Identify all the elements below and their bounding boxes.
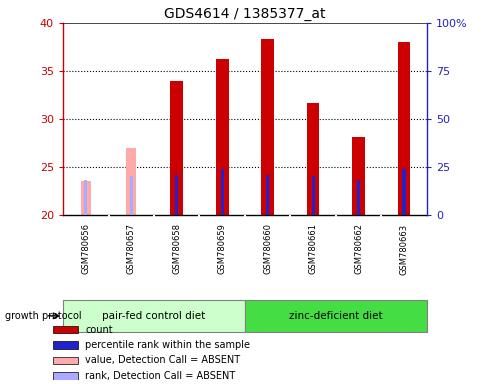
Text: GSM780663: GSM780663 (399, 223, 408, 275)
Bar (351, 137, 364, 215)
Bar (53, 372, 78, 379)
Text: growth protocol: growth protocol (5, 311, 81, 321)
Bar (261, 40, 273, 215)
Text: zinc-deficient diet: zinc-deficient diet (288, 311, 382, 321)
Bar (126, 148, 136, 215)
Bar (356, 180, 360, 215)
Bar (215, 59, 228, 215)
Text: GSM780660: GSM780660 (263, 223, 272, 275)
Text: GSM780659: GSM780659 (217, 223, 226, 274)
Bar (53, 326, 78, 333)
Bar (53, 341, 78, 349)
Bar (397, 42, 409, 215)
Title: GDS4614 / 1385377_at: GDS4614 / 1385377_at (164, 7, 325, 21)
Bar (81, 181, 91, 215)
Bar (53, 357, 78, 364)
Bar (84, 180, 87, 215)
Text: GSM780656: GSM780656 (81, 223, 90, 275)
Bar (220, 169, 223, 215)
Bar (306, 103, 319, 215)
Text: GSM780662: GSM780662 (353, 223, 363, 275)
Bar (175, 175, 178, 215)
Text: GSM780661: GSM780661 (308, 223, 317, 275)
Bar (311, 175, 314, 215)
Text: percentile rank within the sample: percentile rank within the sample (85, 340, 250, 350)
Text: GSM780657: GSM780657 (126, 223, 136, 275)
Bar (63, 300, 244, 332)
Bar (244, 300, 426, 332)
Bar (170, 81, 182, 215)
Text: count: count (85, 325, 113, 335)
Bar (266, 175, 269, 215)
Text: pair-fed control diet: pair-fed control diet (102, 311, 205, 321)
Text: value, Detection Call = ABSENT: value, Detection Call = ABSENT (85, 356, 240, 366)
Bar (129, 175, 133, 215)
Text: rank, Detection Call = ABSENT: rank, Detection Call = ABSENT (85, 371, 235, 381)
Bar (402, 169, 405, 215)
Text: GSM780658: GSM780658 (172, 223, 181, 275)
